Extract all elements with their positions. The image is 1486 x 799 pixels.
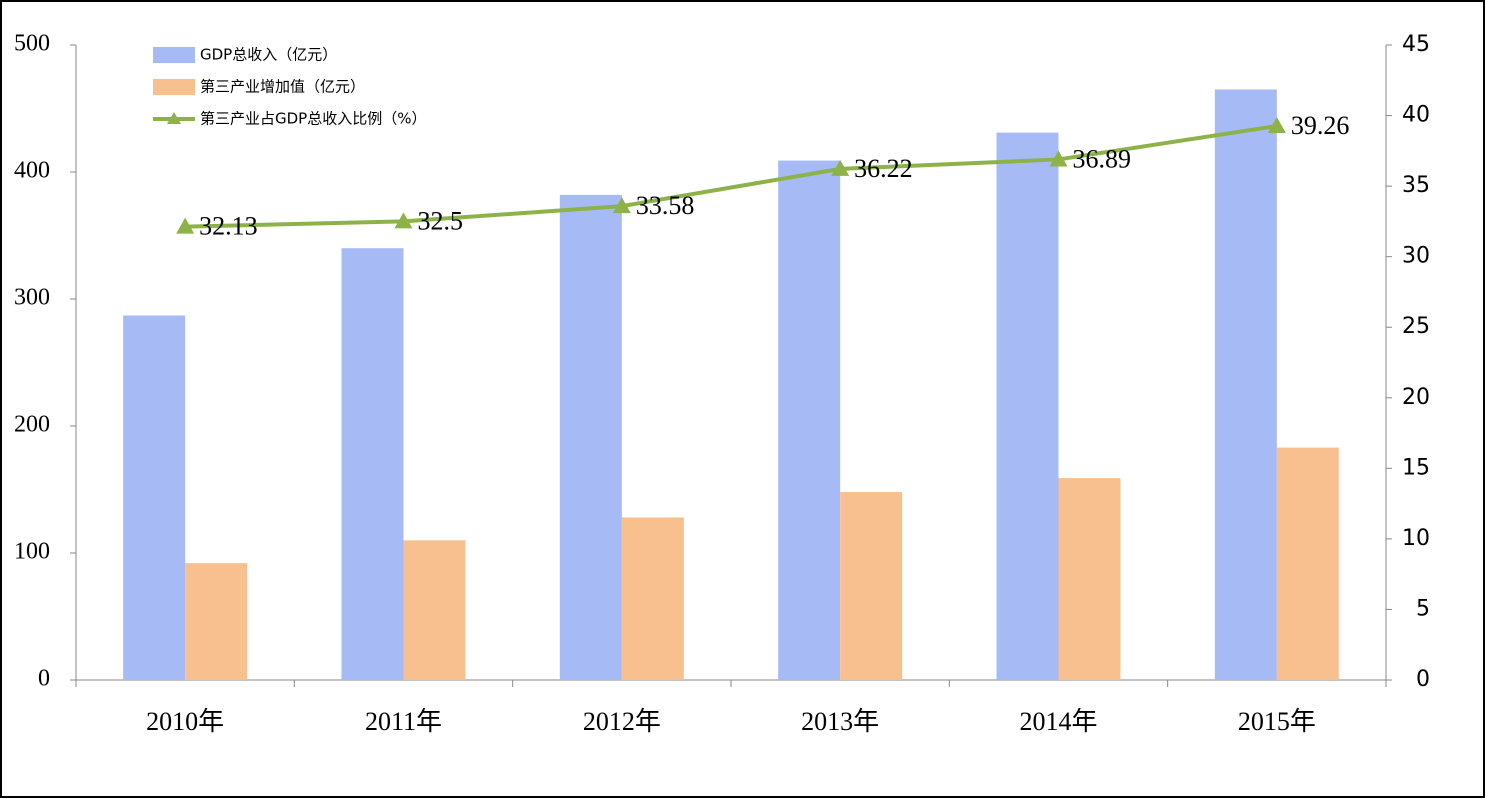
x-tick-label: 2015年: [1238, 707, 1316, 736]
line: [185, 124, 1278, 229]
data-label: 33.58: [636, 191, 695, 220]
bar: [403, 540, 466, 680]
y-tick-label: 300: [14, 285, 50, 311]
bar: [341, 248, 404, 680]
bar: [996, 132, 1059, 680]
x-tick-label: 2013年: [801, 707, 879, 736]
data-label: 36.89: [1073, 144, 1132, 173]
marker: [1049, 150, 1068, 167]
y2-tick-label: 30: [1402, 244, 1430, 269]
x-tick-label: 2011年: [365, 707, 442, 736]
marker: [1267, 116, 1286, 133]
bar: [123, 315, 186, 680]
y2-tick-label: 10: [1402, 526, 1430, 551]
y2-tick-label: 15: [1402, 455, 1430, 480]
y2-tick-label: 40: [1402, 103, 1430, 128]
legend-label: 第三产业增加值（亿元）: [200, 78, 365, 96]
y2-tick-label: 0: [1416, 667, 1430, 692]
bar: [185, 563, 248, 680]
data-label: 32.5: [418, 206, 464, 235]
bar: [778, 160, 841, 680]
marker: [831, 159, 850, 176]
data-label: 39.26: [1291, 111, 1350, 140]
bar: [1276, 447, 1339, 680]
data-label: 32.13: [199, 212, 258, 241]
legend-swatch: [153, 79, 195, 95]
legend-label: 第三产业占GDP总收入比例（%）: [200, 110, 426, 128]
x-tick-label: 2014年: [1019, 707, 1097, 736]
y-tick-label: 400: [14, 158, 50, 184]
legend-swatch: [153, 47, 195, 63]
bar: [840, 492, 903, 680]
y2-tick-label: 20: [1402, 385, 1430, 410]
y-tick-label: 100: [14, 539, 50, 565]
y2-tick-label: 5: [1416, 596, 1430, 621]
y-tick-label: 500: [14, 31, 50, 57]
bar: [1214, 89, 1277, 680]
marker: [612, 197, 631, 214]
marker: [394, 212, 413, 229]
legend-marker: [167, 112, 181, 124]
y2-tick-label: 45: [1402, 32, 1430, 57]
y2-tick-label: 25: [1402, 314, 1430, 339]
marker: [176, 217, 195, 234]
y-tick-label: 0: [38, 666, 50, 692]
legend-label: GDP总收入（亿元）: [200, 46, 337, 64]
x-tick-label: 2012年: [583, 707, 661, 736]
bar: [559, 194, 622, 681]
y-tick-label: 200: [14, 412, 50, 438]
data-label: 36.22: [854, 154, 913, 183]
y2-tick-label: 35: [1402, 173, 1430, 198]
bar: [1058, 478, 1121, 680]
bar: [621, 517, 684, 680]
x-tick-label: 2010年: [146, 707, 224, 736]
